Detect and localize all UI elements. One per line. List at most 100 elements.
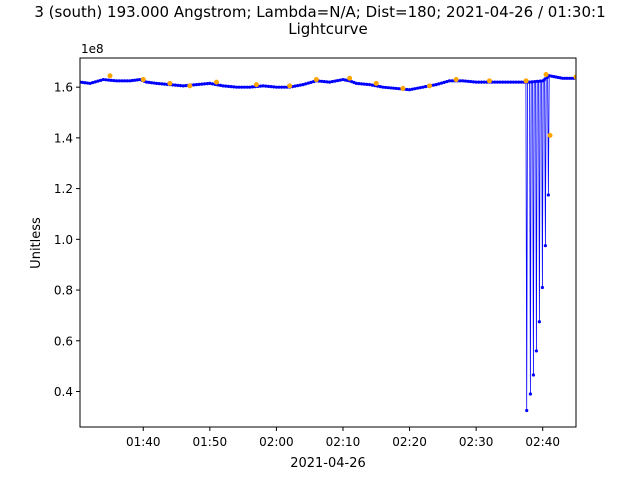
series-point [482, 80, 486, 84]
series-point [83, 81, 87, 85]
series-point [509, 80, 513, 84]
series-point [176, 83, 180, 87]
series-point [370, 83, 374, 87]
series-point [218, 83, 223, 87]
event-marker [486, 78, 492, 84]
series-point [479, 80, 484, 84]
y-tick-label: 1.4 [54, 131, 73, 145]
series-point [383, 85, 388, 90]
series-point [474, 80, 478, 84]
series-point [450, 79, 454, 83]
series-point [304, 82, 308, 86]
series-point [439, 81, 444, 85]
series-point [184, 84, 188, 88]
y-axis-label: Unitless [29, 217, 44, 269]
series-point [133, 78, 137, 82]
series-point [232, 85, 236, 89]
series-point [197, 82, 201, 86]
series-point [258, 84, 263, 88]
series-point [135, 78, 140, 82]
dip-point [528, 392, 532, 396]
series-point [338, 78, 342, 82]
plot-area [80, 71, 576, 413]
series-point [503, 80, 508, 84]
series-point [120, 79, 124, 83]
x-tick-label: 02:30 [459, 435, 494, 449]
series-point [394, 86, 398, 91]
series-point [477, 80, 481, 84]
series-point [407, 88, 412, 92]
dip-point [525, 408, 529, 413]
series-point [333, 79, 337, 83]
series-point [277, 85, 281, 89]
dip-point [537, 320, 541, 324]
series-point [357, 82, 361, 86]
series-point [173, 83, 177, 87]
series-point [365, 82, 369, 86]
series-point [381, 85, 385, 89]
series-point [354, 81, 358, 85]
series-point [266, 84, 271, 89]
series-point [447, 79, 452, 83]
series-point [386, 86, 390, 90]
dip-point [531, 373, 535, 377]
event-marker [427, 83, 433, 89]
series-point [423, 85, 428, 89]
series-point [181, 84, 185, 88]
series-point [437, 82, 441, 86]
series-point [405, 87, 409, 92]
series-point [410, 87, 414, 91]
event-marker [543, 71, 549, 77]
series-point [463, 79, 468, 83]
series-point [147, 80, 151, 85]
series-point [96, 79, 100, 83]
series-point [418, 86, 422, 90]
series-point [280, 85, 284, 89]
series-point [123, 79, 127, 83]
series-point [221, 84, 225, 88]
series-point [519, 80, 524, 84]
series-point [362, 82, 366, 86]
series-point [93, 80, 97, 84]
axes: 01:40 01:50 02:00 02:10 02:20 02:30 02:40 0.4 0.… [54, 57, 577, 449]
series-point [115, 79, 119, 83]
series-point [117, 79, 121, 83]
plot-frame [79, 57, 577, 428]
series-point [320, 79, 324, 83]
series-point [469, 79, 473, 84]
series-point [192, 83, 196, 87]
chart-subtitle: Lightcurve [288, 20, 367, 38]
series-point [413, 87, 417, 91]
series-point [274, 85, 279, 89]
dip-point [540, 285, 544, 290]
series-point [325, 80, 329, 84]
event-marker [523, 78, 529, 84]
dip-point [546, 193, 550, 197]
series-point [421, 85, 425, 89]
series-point [152, 81, 156, 85]
series-point [309, 80, 313, 84]
event-marker [347, 75, 353, 81]
series-point [128, 79, 132, 83]
series-point [157, 82, 161, 86]
series-point [194, 83, 199, 87]
x-tick-label: 02:20 [392, 435, 427, 449]
series-point [442, 80, 446, 84]
series-point [298, 83, 302, 87]
series-point [242, 85, 247, 89]
y-tick-label: 0.6 [54, 334, 73, 348]
y-tick-label: 1.2 [54, 182, 73, 196]
series-point [208, 81, 212, 85]
series-point [514, 80, 518, 84]
event-marker [400, 85, 406, 91]
event-marker [453, 77, 459, 83]
series-point [80, 80, 85, 85]
series-point [293, 84, 297, 88]
series-point [210, 82, 215, 86]
series-point [561, 76, 565, 80]
series-point [445, 79, 449, 84]
series-point [415, 86, 420, 90]
series-point [378, 85, 382, 89]
series-point [109, 78, 113, 82]
